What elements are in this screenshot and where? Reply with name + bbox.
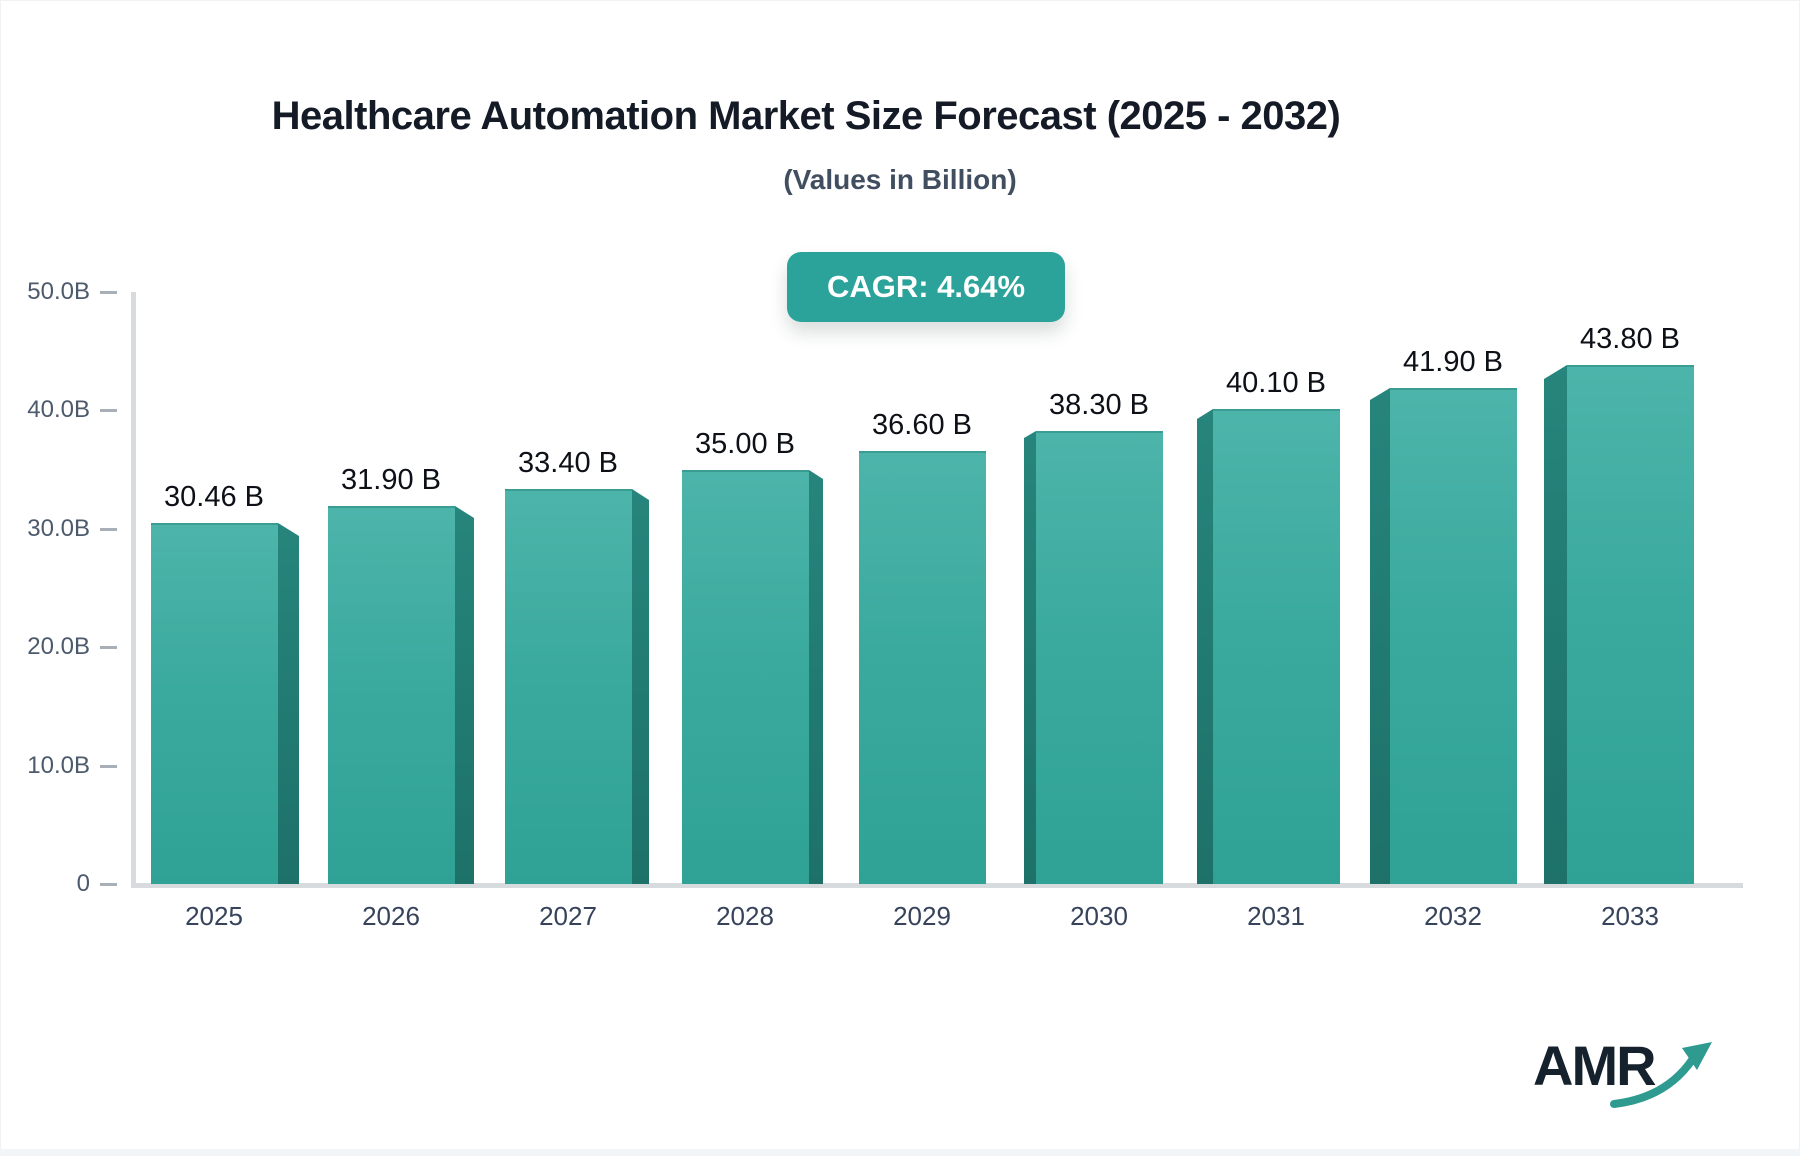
- value-label-2028: 35.00 B: [695, 428, 795, 460]
- value-label-2029: 36.60 B: [872, 409, 972, 441]
- bar-3d-side-2025: [278, 523, 299, 884]
- bottom-edge-strip: [0, 1149, 1800, 1156]
- amr-logo-text: AMR: [1533, 1034, 1657, 1097]
- bar-2028: [682, 470, 809, 884]
- cagr-badge: CAGR: 4.64%: [787, 252, 1065, 322]
- growth-arrow-icon: [1610, 1042, 1712, 1108]
- x-axis-label-2025: 2025: [185, 901, 243, 931]
- y-tick-label-40.0B: 40.0B: [27, 396, 90, 423]
- value-label-2033: 43.80 B: [1580, 323, 1680, 355]
- bar-3d-side-2032: [1370, 388, 1390, 884]
- y-tick-label-0: 0: [76, 870, 90, 897]
- bar-3d-side-2031: [1197, 409, 1213, 884]
- value-label-2030: 38.30 B: [1049, 389, 1149, 421]
- y-tick-label-20.0B: 20.0B: [27, 633, 90, 660]
- bar-3d-side-2030: [1024, 431, 1036, 884]
- y-tick-dash-0: [100, 883, 117, 886]
- x-axis-label-2032: 2032: [1424, 901, 1482, 931]
- bar-2033: [1567, 365, 1694, 884]
- value-label-2026: 31.90 B: [341, 464, 441, 496]
- amr-logo: AMR: [1533, 1036, 1723, 1116]
- bar-3d-side-2026: [455, 506, 474, 884]
- y-tick-label-50.0B: 50.0B: [27, 278, 90, 305]
- value-label-2025: 30.46 B: [164, 481, 264, 513]
- value-label-2032: 41.90 B: [1403, 346, 1503, 378]
- x-axis-label-2028: 2028: [716, 901, 774, 931]
- y-tick-dash-30.0B: [100, 528, 117, 531]
- y-tick-dash-20.0B: [100, 646, 117, 649]
- value-label-2031: 40.10 B: [1226, 367, 1326, 399]
- bar-3d-side-2027: [632, 489, 649, 884]
- bar-3d-side-2028: [809, 470, 823, 884]
- x-axis-label-2030: 2030: [1070, 901, 1128, 931]
- chart-subtitle: (Values in Billion): [783, 164, 1017, 195]
- bar-2025: [151, 523, 278, 884]
- x-axis-label-2033: 2033: [1601, 901, 1659, 931]
- y-tick-dash-50.0B: [100, 291, 117, 294]
- x-axis-label-2029: 2029: [893, 901, 951, 931]
- cagr-badge-label: CAGR: 4.64%: [826, 269, 1026, 304]
- value-label-2027: 33.40 B: [518, 447, 618, 479]
- bar-2026: [328, 506, 455, 884]
- x-axis-baseline: [131, 883, 1743, 888]
- bar-2027: [505, 489, 632, 884]
- y-tick-label-10.0B: 10.0B: [27, 752, 90, 779]
- bar-2029: [859, 451, 986, 884]
- bar-2032: [1390, 388, 1517, 884]
- y-tick-label-30.0B: 30.0B: [27, 515, 90, 542]
- y-tick-dash-40.0B: [100, 409, 117, 412]
- bar-3d-side-2033: [1544, 365, 1567, 884]
- y-tick-dash-10.0B: [100, 765, 117, 768]
- bar-2030: [1036, 431, 1163, 884]
- page-title: Healthcare Automation Market Size Foreca…: [271, 94, 1341, 138]
- x-axis-label-2026: 2026: [362, 901, 420, 931]
- bar-2031: [1213, 409, 1340, 884]
- y-axis-line: [131, 292, 136, 884]
- x-axis-label-2027: 2027: [539, 901, 597, 931]
- x-axis-label-2031: 2031: [1247, 901, 1305, 931]
